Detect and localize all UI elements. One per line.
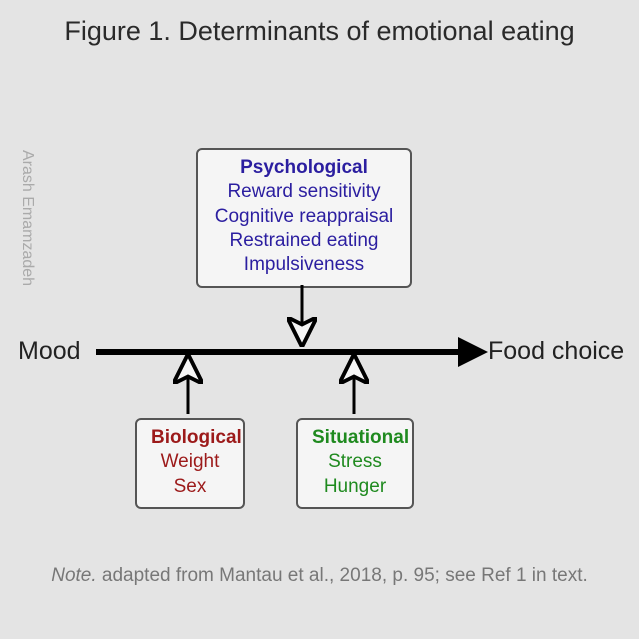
figure-note: Note. adapted from Mantau et al., 2018, … [0, 565, 639, 587]
note-text: adapted from Mantau et al., 2018, p. 95;… [97, 565, 588, 586]
diagram-arrows [0, 0, 639, 639]
note-label: Note. [51, 565, 96, 586]
